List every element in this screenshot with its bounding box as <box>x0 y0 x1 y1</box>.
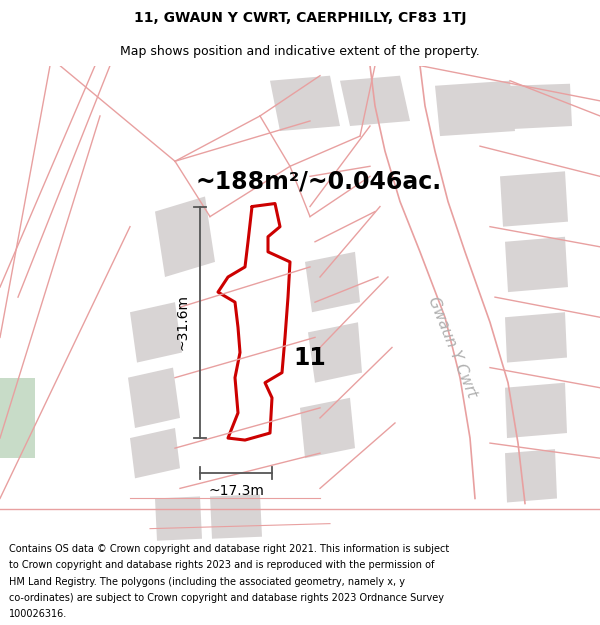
Polygon shape <box>128 368 180 428</box>
Polygon shape <box>130 302 182 362</box>
Polygon shape <box>155 196 215 277</box>
Polygon shape <box>510 84 572 129</box>
Text: to Crown copyright and database rights 2023 and is reproduced with the permissio: to Crown copyright and database rights 2… <box>9 560 434 570</box>
Text: 11, GWAUN Y CWRT, CAERPHILLY, CF83 1TJ: 11, GWAUN Y CWRT, CAERPHILLY, CF83 1TJ <box>134 11 466 26</box>
Text: Contains OS data © Crown copyright and database right 2021. This information is : Contains OS data © Crown copyright and d… <box>9 544 449 554</box>
Polygon shape <box>270 76 340 131</box>
Text: ~188m²/~0.046ac.: ~188m²/~0.046ac. <box>195 169 441 193</box>
Polygon shape <box>305 252 360 312</box>
Text: ~31.6m: ~31.6m <box>176 294 190 350</box>
Polygon shape <box>340 76 410 126</box>
Polygon shape <box>130 428 180 478</box>
Polygon shape <box>500 171 568 227</box>
Text: ~17.3m: ~17.3m <box>208 484 264 498</box>
Polygon shape <box>435 81 515 136</box>
Text: HM Land Registry. The polygons (including the associated geometry, namely x, y: HM Land Registry. The polygons (includin… <box>9 576 405 586</box>
Text: 11: 11 <box>293 346 326 369</box>
Polygon shape <box>505 382 567 438</box>
Polygon shape <box>300 398 355 458</box>
Polygon shape <box>505 449 557 503</box>
Polygon shape <box>155 496 202 541</box>
Polygon shape <box>505 312 567 362</box>
Text: Gwaun Y Cwrt: Gwaun Y Cwrt <box>425 295 479 400</box>
Polygon shape <box>505 237 568 292</box>
Polygon shape <box>308 322 362 382</box>
Polygon shape <box>210 494 262 539</box>
Text: 100026316.: 100026316. <box>9 609 67 619</box>
Text: co-ordinates) are subject to Crown copyright and database rights 2023 Ordnance S: co-ordinates) are subject to Crown copyr… <box>9 593 444 603</box>
Bar <box>0 378 35 458</box>
Text: Map shows position and indicative extent of the property.: Map shows position and indicative extent… <box>120 45 480 58</box>
